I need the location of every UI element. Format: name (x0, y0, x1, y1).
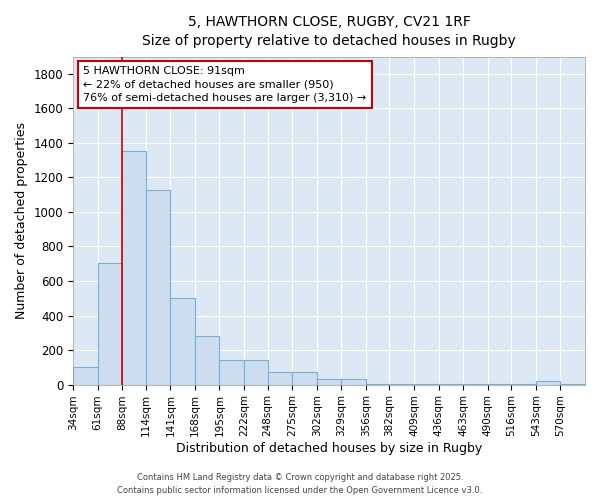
Bar (98, 263, 122, 384)
Text: Contains HM Land Registry data © Crown copyright and database right 2025.
Contai: Contains HM Land Registry data © Crown c… (118, 474, 482, 495)
Bar (146, 190, 170, 384)
Bar (292, 372, 317, 384)
Title: 5, HAWTHORN CLOSE, RUGBY, CV21 1RF
Size of property relative to detached houses : 5, HAWTHORN CLOSE, RUGBY, CV21 1RF Size … (142, 15, 516, 48)
Bar (220, 360, 244, 384)
Bar (73, 368, 98, 384)
Bar (317, 380, 341, 384)
Bar (536, 381, 560, 384)
Bar (341, 380, 366, 384)
Bar (268, 372, 292, 384)
Bar (122, 150, 146, 384)
Y-axis label: Number of detached properties: Number of detached properties (15, 122, 28, 319)
Bar (170, 298, 195, 384)
Bar (244, 360, 268, 384)
Bar (195, 336, 220, 384)
Text: 5 HAWTHORN CLOSE: 91sqm
← 22% of detached houses are smaller (950)
76% of semi-d: 5 HAWTHORN CLOSE: 91sqm ← 22% of detache… (83, 66, 367, 103)
X-axis label: Distribution of detached houses by size in Rugby: Distribution of detached houses by size … (176, 442, 482, 455)
